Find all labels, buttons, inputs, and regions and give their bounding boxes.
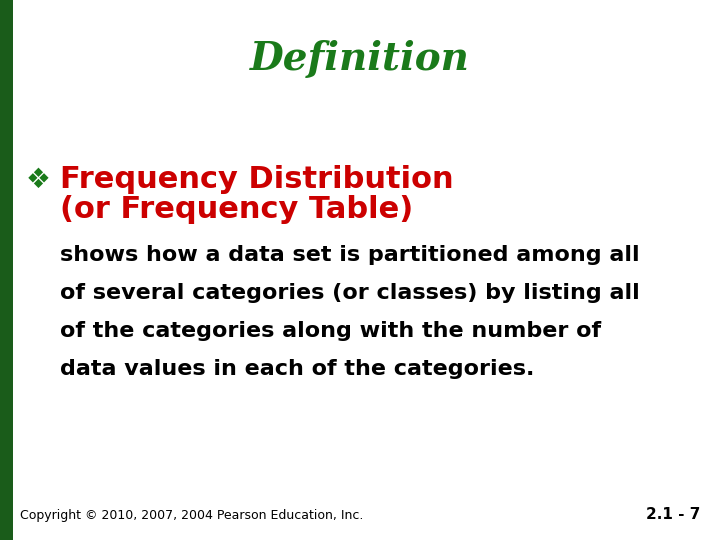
Text: of several categories (or classes) by listing all: of several categories (or classes) by li… [60,283,640,303]
Text: of the categories along with the number of: of the categories along with the number … [60,321,601,341]
Text: shows how a data set is partitioned among all: shows how a data set is partitioned amon… [60,245,639,265]
Text: Definition: Definition [250,40,470,78]
Bar [0,0,13,540]
Text: data values in each of the categories.: data values in each of the categories. [60,359,534,379]
Text: (or Frequency Table): (or Frequency Table) [60,195,413,224]
Text: Frequency Distribution: Frequency Distribution [60,165,454,194]
Text: Copyright © 2010, 2007, 2004 Pearson Education, Inc.: Copyright © 2010, 2007, 2004 Pearson Edu… [20,509,364,522]
Text: ❖: ❖ [26,166,50,194]
Text: 2.1 - 7: 2.1 - 7 [646,507,700,522]
